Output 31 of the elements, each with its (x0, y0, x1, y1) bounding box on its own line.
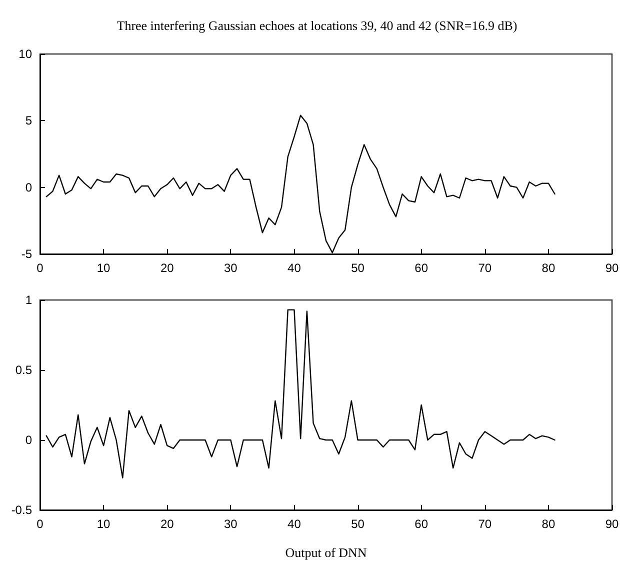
y-tick-label: -5 (21, 247, 32, 261)
x-axis-title: Output of DNN (285, 545, 368, 560)
chart-title: Three interfering Gaussian echoes at locations 39, 40 and 42 (SNR=16.9 dB) (116, 18, 518, 33)
y-tick-label: 0 (25, 180, 32, 194)
x-tick-label: 80 (542, 517, 556, 531)
x-tick-label: 50 (351, 517, 365, 531)
x-tick-label: 20 (160, 261, 174, 275)
y-tick-label: 1 (25, 293, 32, 307)
x-tick-label: 30 (224, 261, 238, 275)
x-tick-label: 70 (478, 517, 492, 531)
x-tick-label: 50 (351, 261, 365, 275)
y-tick-label: -0.5 (11, 503, 32, 517)
x-tick-label: 40 (288, 517, 302, 531)
x-tick-label: 30 (224, 517, 238, 531)
y-tick-label: 5 (25, 114, 32, 128)
x-tick-label: 70 (478, 261, 492, 275)
x-tick-label: 0 (36, 517, 44, 531)
y-tick-label: 0.5 (15, 363, 32, 377)
x-tick-label: 60 (414, 517, 428, 531)
y-tick-label: 0 (25, 433, 32, 447)
x-tick-label: 60 (414, 261, 428, 275)
x-tick-label: 40 (288, 261, 302, 275)
y-tick-label: 10 (18, 47, 32, 61)
x-tick-label: 90 (605, 261, 619, 275)
x-tick-label: 0 (36, 261, 44, 275)
x-tick-label: 20 (160, 517, 174, 531)
x-tick-label: 90 (605, 517, 619, 531)
x-tick-label: 80 (542, 261, 556, 275)
line-series (46, 309, 556, 478)
x-tick-label: 10 (96, 517, 111, 531)
x-tick-label: 10 (96, 261, 111, 275)
